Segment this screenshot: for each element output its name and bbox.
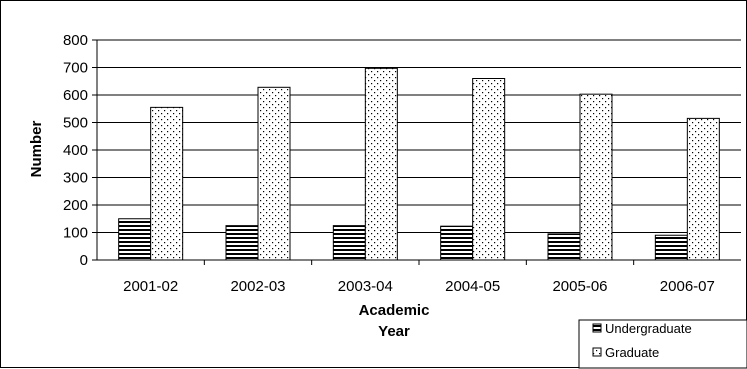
y-tick-label: 600 xyxy=(63,87,88,104)
x-tick-label: 2005-06 xyxy=(552,278,607,295)
bar-graduate-2003-04 xyxy=(364,67,398,261)
x-tick-label: 2001-02 xyxy=(123,278,178,295)
bar-graduate-2002-03 xyxy=(257,86,291,261)
bar-graduate-2006-07 xyxy=(686,117,720,261)
axes xyxy=(96,40,741,261)
x-tick-label: 2004-05 xyxy=(445,278,500,295)
legend: Undergraduate Graduate xyxy=(578,319,747,369)
y-tick-label: 0 xyxy=(80,252,88,269)
legend-box xyxy=(578,319,747,369)
x-tick-label: 2003-04 xyxy=(338,278,393,295)
y-tick-label: 800 xyxy=(63,32,88,49)
bar-undergraduate-2003-04 xyxy=(332,225,366,261)
y-axis-title: Number xyxy=(28,121,45,178)
legend-label-undergraduate: Undergraduate xyxy=(605,321,692,336)
x-axis-title-line-1: Academic xyxy=(359,302,430,319)
legend-label-graduate: Graduate xyxy=(605,345,659,360)
bar-undergraduate-2001-02 xyxy=(118,218,152,261)
x-axis-title-line-2: Year xyxy=(378,323,410,340)
y-tick-label: 700 xyxy=(63,60,88,77)
x-tick-labels: 2001-02 2002-03 2003-04 2004-05 2005-06 2006-… xyxy=(123,260,715,295)
y-tick-labels: 0 100 200 300 400 500 600 700 800 xyxy=(63,32,88,269)
bar-undergraduate-2006-07 xyxy=(654,234,688,261)
bar-undergraduate-2004-05 xyxy=(440,225,474,261)
gridlines xyxy=(92,39,741,261)
bar-graduate-2005-06 xyxy=(579,93,613,261)
y-tick-label: 100 xyxy=(63,225,88,242)
y-tick-label: 500 xyxy=(63,115,88,132)
bar-graduate-2004-05 xyxy=(472,78,506,261)
legend-swatch-graduate xyxy=(592,347,602,357)
y-tick-label: 400 xyxy=(63,142,88,159)
legend-swatch-undergraduate xyxy=(592,323,602,333)
bars xyxy=(118,67,720,261)
x-tick-label: 2006-07 xyxy=(660,278,715,295)
x-tick-label: 2002-03 xyxy=(230,278,285,295)
y-tick-label: 200 xyxy=(63,197,88,214)
y-tick-label: 300 xyxy=(63,170,88,187)
bar-graduate-2001-02 xyxy=(150,106,184,261)
bar-undergraduate-2005-06 xyxy=(547,233,581,261)
bar-undergraduate-2002-03 xyxy=(225,225,259,261)
